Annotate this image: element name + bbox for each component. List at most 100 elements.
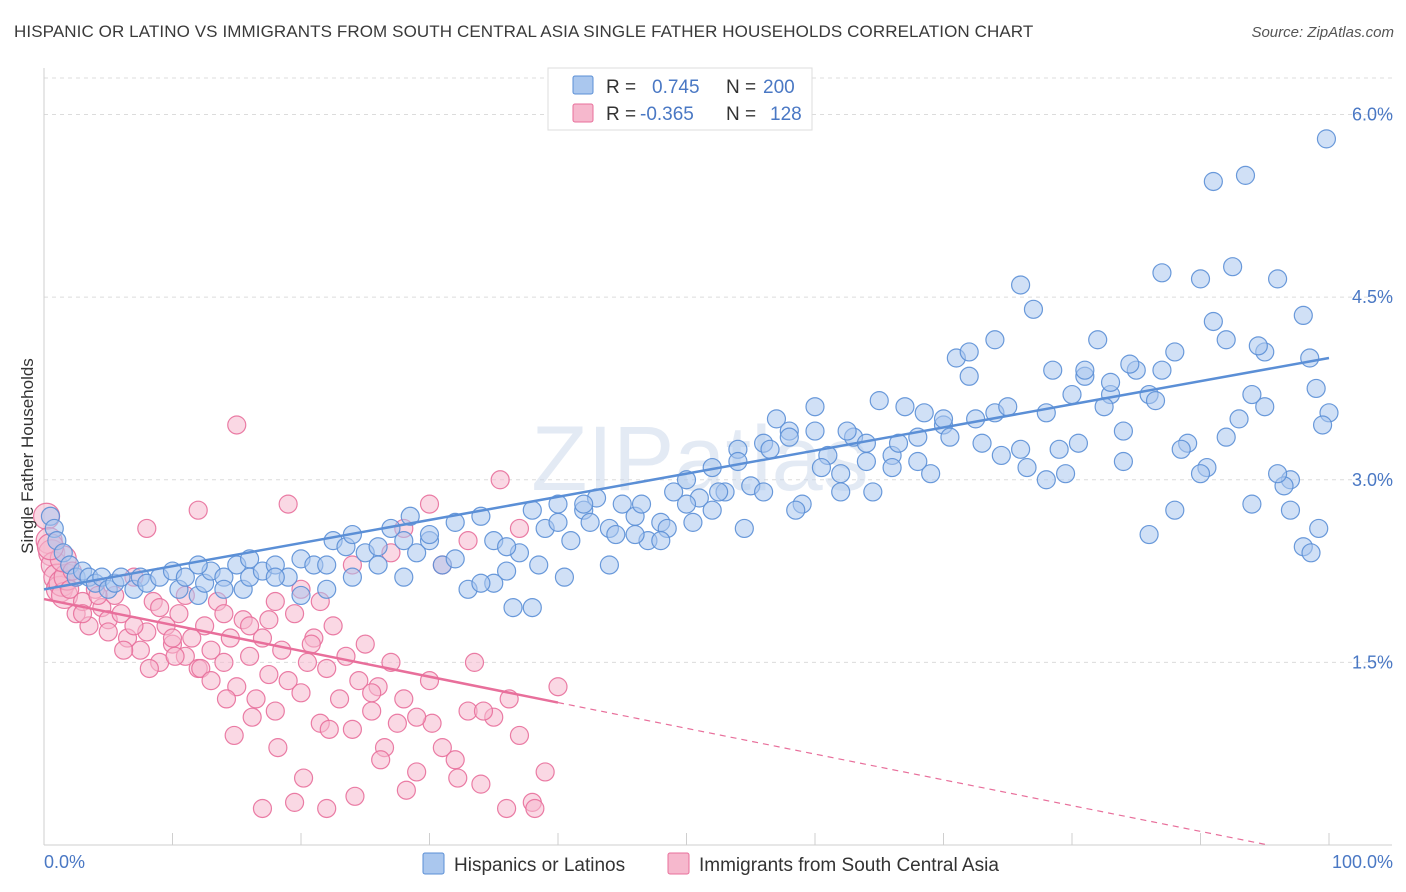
hispanics-point [1010,275,1031,295]
legend-top-r-label-2: R = [606,104,636,125]
hispanics-point [882,457,902,478]
hispanics-point [554,567,575,587]
hispanics-point [394,567,414,587]
hispanics-point [214,579,234,599]
hispanics-point [940,427,960,447]
hispanics-point [1242,494,1262,514]
hispanics-point [972,433,992,453]
hispanics-point [959,366,979,386]
immigrants-point [72,604,93,624]
y-tick-labels: 1.5% 3.0% 4.5% 6.0% [1352,105,1393,673]
immigrants-point [98,622,118,642]
hispanics-point [188,555,208,575]
hispanics-point [599,555,620,575]
hispanics-point [522,597,542,618]
hispanics-point [709,482,729,502]
legend-top-r-label-1: R = [606,77,636,98]
immigrants-point [371,750,391,770]
y-axis-title: Single Father Households [18,358,37,554]
x-ticks [43,833,1330,845]
immigrants-point [252,798,273,819]
hispanics-point [728,451,748,472]
hispanics-point [1100,372,1121,392]
legend-bottom-swatch-blue [422,852,445,875]
immigrants-point [265,701,285,721]
hispanics-point [1216,330,1236,350]
hispanics-point [1068,433,1089,453]
y-tick-label: 3.0% [1352,470,1393,490]
hispanics-point [1017,457,1037,478]
immigrants-point [227,415,247,435]
immigrants-point [509,518,530,539]
hispanics-point [1255,397,1275,417]
hispanics-point [400,506,420,526]
hispanics-point [959,342,979,362]
hispanics-point [1248,336,1268,356]
immigrants-point [130,640,150,660]
immigrants-point [473,701,494,721]
hispanics-point [548,512,568,532]
hispanics-point [869,391,889,411]
immigrants-point [224,725,244,746]
immigrants-point [445,750,465,770]
hispanics-point [811,457,832,478]
hispanics-point [985,330,1005,350]
hispanics-point [503,597,523,618]
series-hispanics-points [40,129,1339,618]
immigrants-point [165,646,185,666]
immigrants-point [216,689,237,709]
hispanics-point [580,512,600,532]
hispanics-point [625,524,645,545]
hispanics-point [419,524,440,545]
hispanics-point [921,464,941,484]
hispanics-point [1145,391,1166,411]
hispanics-point [805,397,825,417]
hispanics-point [631,494,652,514]
hispanics-point [606,524,626,545]
y-tick-label: 6.0% [1352,105,1393,125]
immigrants-point [336,646,356,666]
immigrants-point [394,689,414,709]
immigrants-point [284,792,305,812]
hispanics-point [317,579,337,599]
hispanics-point [1203,311,1223,332]
immigrants-point [265,591,285,612]
immigrants-point [419,494,440,514]
immigrants-point [169,604,189,624]
hispanics-point [561,531,581,551]
immigrants-point [246,689,266,709]
immigrants-point [509,725,530,746]
hispanics-point [991,445,1011,466]
immigrants-point [114,640,134,660]
trend-line-hispanics [43,356,1330,591]
hispanics-point [1267,464,1288,484]
hispanics-point [497,561,517,581]
immigrants-point [535,762,555,782]
hispanics-point [291,585,311,606]
hispanics-point [1152,263,1172,283]
immigrants-point [201,640,221,660]
hispanics-point [394,531,414,551]
immigrants-point [342,719,362,739]
hispanics-point [831,464,851,484]
hispanics-point [1190,269,1211,289]
hispanics-point [445,549,465,569]
immigrants-point [349,671,369,691]
immigrants-point [150,597,170,618]
hispanics-point [766,409,787,429]
immigrants-point [396,780,416,800]
hispanics-point [1216,427,1236,447]
immigrants-point [548,677,568,697]
immigrants-point [291,683,311,703]
source-credit: Source: ZipAtlas.com [1251,24,1394,41]
hispanics-point [786,500,806,520]
immigrants-point [362,701,382,721]
hispanics-point [471,573,491,593]
hispanics-point [1293,305,1313,326]
immigrants-point [407,707,427,727]
hispanics-point [1203,171,1223,192]
hispanics-point [1036,470,1056,490]
x-tick-label-max: 100.0% [1332,852,1393,872]
hispanics-point [574,494,594,514]
